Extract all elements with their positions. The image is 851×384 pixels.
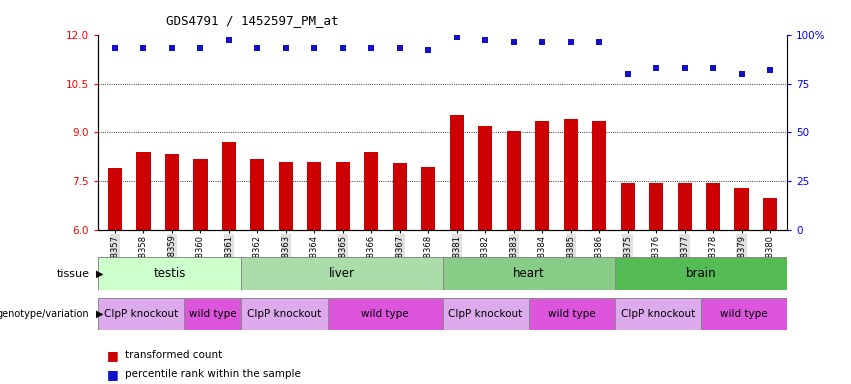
Text: heart: heart (513, 267, 545, 280)
Point (564, 39, 578, 45)
Bar (108, 168, 122, 230)
Bar (98, 298, 184, 330)
Bar (620, 183, 635, 230)
Point (307, 45, 321, 51)
Bar (193, 159, 208, 230)
Bar (222, 142, 236, 230)
Bar (701, 298, 787, 330)
Point (535, 39, 549, 45)
Point (592, 39, 606, 45)
Bar (649, 183, 663, 230)
Bar (449, 114, 464, 230)
Bar (563, 119, 578, 230)
Bar (614, 298, 701, 330)
Text: wild type: wild type (189, 309, 237, 319)
Text: liver: liver (329, 267, 355, 280)
Text: tissue: tissue (56, 268, 89, 279)
Bar (734, 188, 749, 230)
Text: testis: testis (153, 267, 186, 280)
Text: ▶: ▶ (96, 309, 104, 319)
Text: transformed count: transformed count (125, 350, 222, 360)
Bar (242, 298, 328, 330)
Point (450, 33, 464, 40)
Point (364, 45, 378, 51)
Point (649, 65, 663, 71)
Point (763, 67, 777, 73)
Text: wild type: wild type (362, 309, 408, 319)
Bar (706, 183, 720, 230)
Bar (506, 131, 521, 230)
Point (507, 39, 521, 45)
Bar (335, 162, 350, 230)
Point (706, 65, 720, 71)
Text: genotype/variation: genotype/variation (0, 309, 89, 319)
Bar (136, 152, 151, 230)
Bar (165, 154, 179, 230)
Bar (614, 257, 787, 290)
Bar (443, 257, 614, 290)
Bar (392, 164, 407, 230)
Bar (364, 152, 379, 230)
Text: percentile rank within the sample: percentile rank within the sample (125, 369, 301, 379)
Point (108, 45, 122, 51)
Point (250, 45, 264, 51)
Text: brain: brain (686, 267, 717, 280)
Text: ClpP knockout: ClpP knockout (620, 309, 695, 319)
Text: ▶: ▶ (96, 268, 104, 279)
Text: wild type: wild type (548, 309, 596, 319)
Text: ClpP knockout: ClpP knockout (248, 309, 322, 319)
Text: ClpP knockout: ClpP knockout (448, 309, 523, 319)
Bar (279, 162, 293, 230)
Bar (184, 298, 242, 330)
Bar (592, 121, 606, 230)
Bar (478, 126, 493, 230)
Bar (421, 167, 436, 230)
Bar (535, 121, 550, 230)
Point (678, 65, 692, 71)
Bar (98, 257, 242, 290)
Bar (443, 298, 528, 330)
Text: wild type: wild type (720, 309, 768, 319)
Text: GDS4791 / 1452597_PM_at: GDS4791 / 1452597_PM_at (166, 14, 339, 27)
Bar (307, 162, 322, 230)
Bar (242, 257, 443, 290)
Point (279, 45, 293, 51)
Point (222, 37, 236, 43)
Point (137, 45, 151, 51)
Text: ■: ■ (106, 368, 118, 381)
Point (336, 45, 350, 51)
Bar (763, 198, 777, 230)
Point (734, 71, 748, 77)
Point (193, 45, 207, 51)
Text: ■: ■ (106, 349, 118, 362)
Bar (528, 298, 614, 330)
Point (621, 71, 635, 77)
Bar (328, 298, 443, 330)
Point (393, 45, 407, 51)
Text: ClpP knockout: ClpP knockout (104, 309, 178, 319)
Bar (677, 183, 692, 230)
Point (421, 47, 435, 53)
Point (478, 37, 492, 43)
Point (165, 45, 179, 51)
Bar (250, 159, 265, 230)
